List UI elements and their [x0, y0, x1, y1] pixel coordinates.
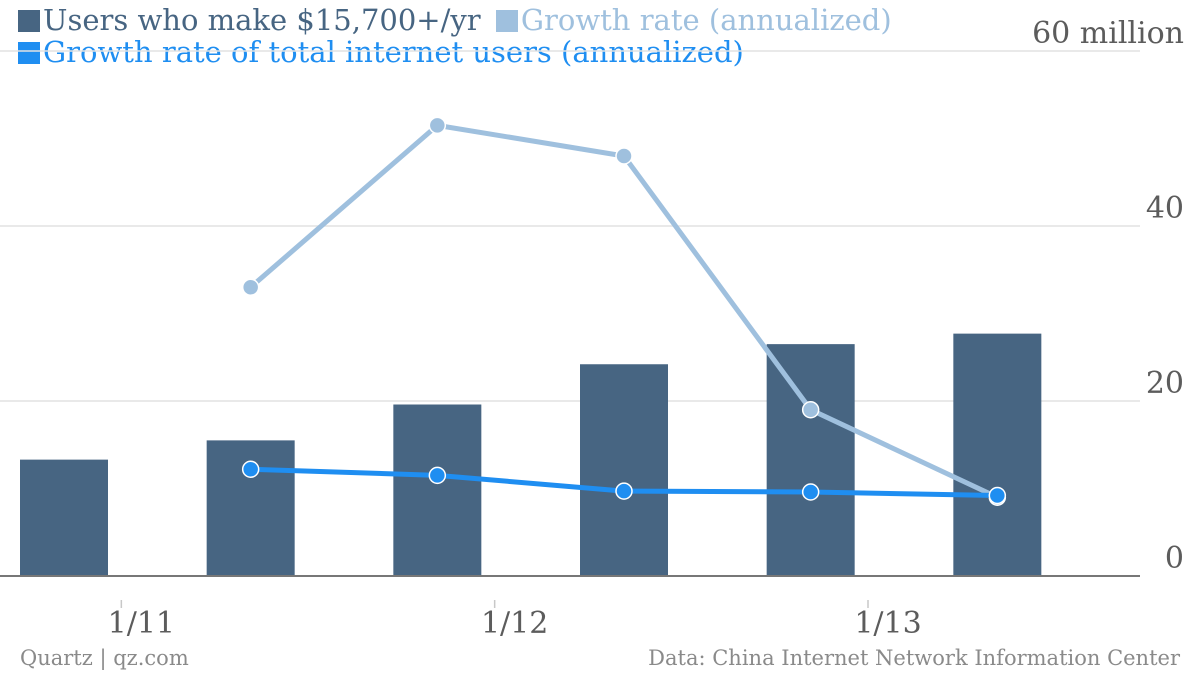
- x-tick-label: 1/13: [854, 606, 921, 641]
- data-point: [428, 466, 447, 485]
- data-point: [241, 278, 260, 296]
- legend: Users who make $15,700+/yr Growth rate (…: [18, 4, 998, 68]
- y-tick-label: 60 million: [1032, 16, 1184, 51]
- bar: [393, 404, 482, 576]
- legend-item-total-growth: Growth rate of total internet users (ann…: [18, 36, 744, 68]
- bar: [953, 333, 1042, 576]
- y-tick-label: 0: [1165, 541, 1184, 576]
- legend-row-1: Users who make $15,700+/yr Growth rate (…: [18, 4, 998, 36]
- legend-item-growth-rate: Growth rate (annualized): [495, 3, 892, 37]
- data-point: [615, 147, 633, 165]
- x-tick-label: 1/11: [108, 606, 175, 641]
- x-tick-label: 1/12: [481, 606, 548, 641]
- legend-swatch-growth-rate: [495, 10, 518, 32]
- data-point: [801, 483, 820, 501]
- y-tick-label: 40: [1146, 191, 1184, 226]
- bar: [20, 459, 108, 576]
- legend-swatch-total-growth: [18, 42, 40, 64]
- legend-swatch-users: [18, 10, 40, 32]
- legend-label-users: Users who make $15,700+/yr: [43, 3, 481, 37]
- footer-source-left: Quartz | qz.com: [20, 646, 189, 670]
- data-point: [428, 116, 447, 135]
- bar: [766, 344, 855, 576]
- legend-label-total-growth: Growth rate of total internet users (ann…: [43, 35, 744, 69]
- data-point: [241, 460, 260, 478]
- legend-item-users: Users who make $15,700+/yr: [18, 4, 481, 36]
- legend-label-growth-rate: Growth rate (annualized): [520, 3, 892, 37]
- data-point: [615, 482, 633, 500]
- bar: [580, 364, 668, 576]
- data-point: [988, 486, 1007, 505]
- data-point: [801, 401, 820, 419]
- legend-row-2: Growth rate of total internet users (ann…: [18, 36, 998, 68]
- y-tick-label: 20: [1146, 366, 1184, 401]
- footer-source-right: Data: China Internet Network Information…: [648, 646, 1180, 670]
